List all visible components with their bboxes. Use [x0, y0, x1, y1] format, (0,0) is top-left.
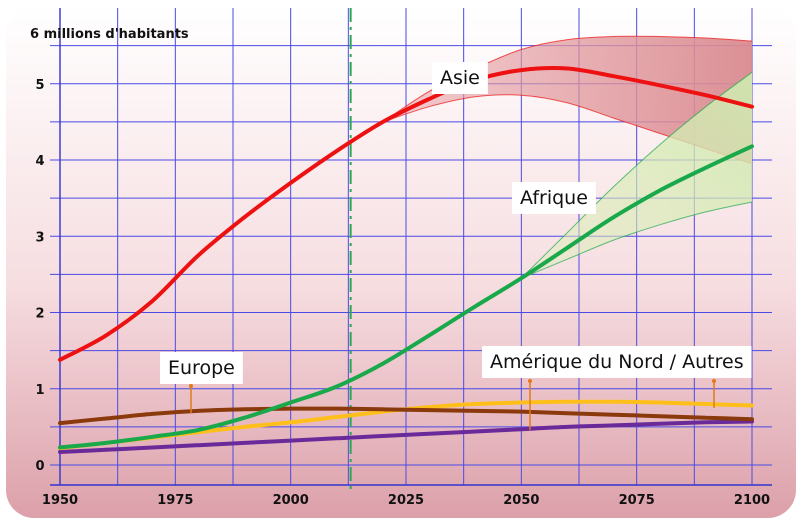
label-connector-dot [712, 379, 716, 383]
x-tick-label: 2000 [273, 493, 309, 508]
series-line [58, 406, 754, 426]
chart-background [6, 6, 796, 518]
series-label-group: Europe [160, 352, 243, 413]
series-lines [58, 66, 754, 454]
uncertainty-bands [382, 35, 753, 279]
series-label-text: Amérique du Nord / Autres [490, 351, 744, 373]
series-label-text: Europe [168, 357, 235, 379]
band-lower-edge [521, 201, 753, 279]
y-axis-label: 6 millions d'habitants [30, 27, 189, 42]
series-line [58, 144, 754, 450]
y-tick-label: 3 [35, 230, 44, 245]
series-line [58, 66, 754, 362]
series-label-group: Amérique du Nord / Autres [482, 346, 752, 430]
series-label-group: Afrique [512, 182, 596, 214]
uncertainty-band [382, 36, 752, 164]
series-label-text: Asie [440, 67, 480, 89]
series-labels: Asie Afrique Europe Amérique du Nord / Autr… [160, 62, 752, 430]
uncertainty-band [521, 72, 752, 279]
series-line [58, 419, 754, 454]
y-tick-label: 5 [35, 78, 44, 93]
y-tick-label: 0 [35, 459, 44, 474]
x-tick-label: 1975 [157, 493, 193, 508]
series-label-group: Asie [432, 62, 488, 94]
axis-ticks: 1950 1975 2000 2025 2050 2075 2100 0 1 2 3 4 5 [35, 78, 770, 508]
x-tick-label: 2025 [388, 493, 424, 508]
band-upper-edge [520, 71, 753, 279]
y-tick-label: 2 [35, 307, 44, 322]
y-tick-label: 1 [35, 383, 44, 398]
x-tick-label: 2050 [503, 493, 539, 508]
x-tick-label: 1950 [42, 493, 78, 508]
y-tick-label: 4 [35, 154, 44, 169]
series-label-box [160, 352, 243, 384]
x-tick-label: 2100 [734, 493, 770, 508]
series-label-box [432, 62, 488, 94]
series-label-box [482, 346, 752, 378]
series-label-box [512, 182, 596, 214]
x-tick-label: 2075 [619, 493, 655, 508]
label-connector-dot [528, 379, 532, 383]
series-label-text: Afrique [520, 187, 588, 209]
label-connector-dot [189, 384, 193, 388]
